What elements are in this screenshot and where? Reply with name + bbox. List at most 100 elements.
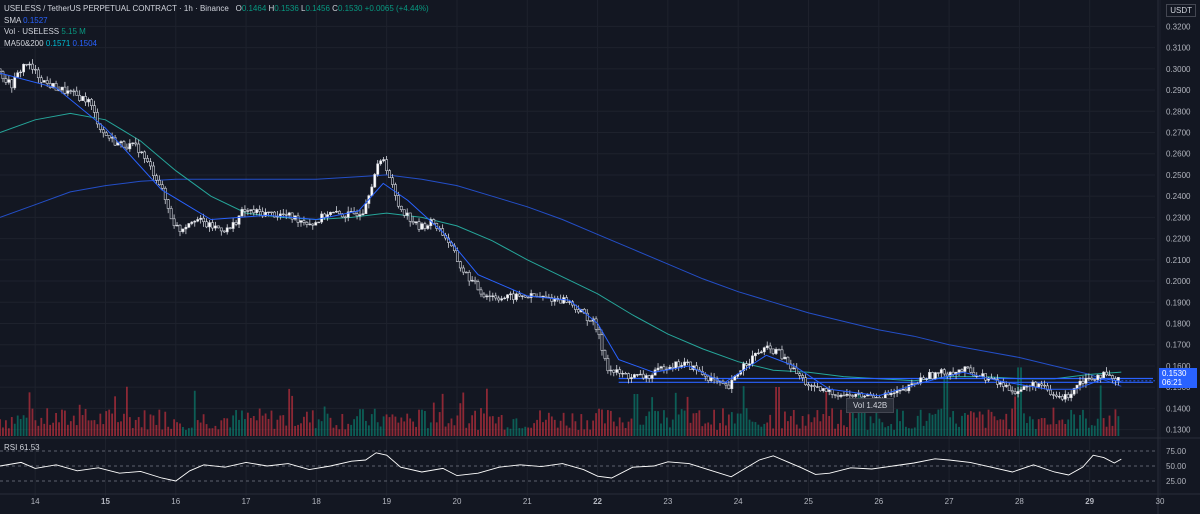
volume-bar	[267, 418, 270, 436]
candle-body	[205, 221, 208, 228]
candle-body	[113, 137, 117, 146]
volume-bar	[536, 419, 538, 436]
volume-bar	[1061, 419, 1064, 436]
candle-body	[334, 210, 338, 213]
sma-legend[interactable]: SMA 0.1527	[4, 15, 429, 27]
volume-bar	[689, 422, 692, 436]
time-tick-label: 22	[593, 497, 602, 506]
symbol-header[interactable]: USELESS / TetherUS PERPETUAL CONTRACT · …	[4, 4, 429, 13]
volume-bar	[592, 420, 595, 436]
volume-bar	[314, 428, 317, 436]
volume-bar	[308, 422, 311, 436]
candle-body	[1022, 386, 1026, 390]
candle-body	[329, 211, 332, 215]
candle-body	[656, 367, 660, 371]
candle-body	[771, 348, 775, 354]
volume-bar	[751, 421, 754, 436]
volume-bar	[719, 423, 721, 436]
candle-body	[1010, 390, 1014, 393]
candle-body	[208, 222, 211, 228]
volume-bar	[984, 427, 987, 436]
candle-body	[234, 222, 238, 225]
volume-bar	[928, 413, 931, 436]
candle-body	[246, 210, 250, 212]
candle-body	[618, 369, 622, 374]
candle-body	[824, 388, 828, 392]
volume-bar	[609, 410, 612, 436]
candle-body	[1057, 396, 1061, 398]
volume-bar	[344, 429, 347, 436]
volume-bar	[1076, 428, 1078, 436]
volume-bar	[1096, 418, 1099, 436]
candle-body	[650, 374, 654, 379]
candle-body	[960, 369, 964, 372]
volume-bar	[964, 413, 966, 436]
volume-bar	[403, 421, 406, 436]
volume-bar	[294, 425, 296, 436]
volume-bar	[102, 424, 105, 436]
price-tick-label: 0.2600	[1166, 150, 1191, 159]
volume-bar	[500, 415, 503, 436]
price-tick-label: 0.2500	[1166, 171, 1191, 180]
candle-body	[34, 68, 37, 71]
volume-bar	[367, 425, 370, 436]
volume-bar	[276, 419, 279, 436]
candle-body	[647, 375, 651, 379]
candle-body	[146, 158, 149, 162]
volume-bar	[134, 419, 137, 436]
candle-body	[423, 223, 427, 229]
volume-bar	[860, 394, 863, 436]
candle-body	[889, 392, 893, 396]
candle-body	[1055, 394, 1058, 397]
volume-bar	[810, 422, 813, 436]
volume-bar	[185, 429, 187, 436]
candle-body	[544, 295, 548, 298]
price-tick-label: 0.2200	[1166, 235, 1191, 244]
high-label: H	[268, 4, 275, 13]
time-tick-label: 16	[171, 497, 180, 506]
volume-bar	[223, 418, 226, 436]
currency-unit[interactable]: USDT	[1166, 4, 1196, 17]
candle-body	[810, 385, 813, 387]
volume-bar	[435, 422, 438, 436]
candle-body	[1099, 374, 1103, 379]
volume-bar	[297, 424, 299, 436]
volume-bar	[562, 412, 565, 436]
volume-bar	[84, 408, 87, 436]
volume-bar	[432, 402, 435, 436]
volume-bar	[899, 421, 901, 436]
volume-bar	[1043, 418, 1046, 436]
volume-bar	[1093, 425, 1096, 436]
volume-label: Vol · USELESS	[4, 27, 60, 36]
candle-body	[981, 373, 985, 377]
volume-bar	[99, 413, 102, 436]
volume-legend[interactable]: Vol · USELESS 5.15 M	[4, 26, 429, 38]
candle-body	[621, 372, 625, 375]
candle-body	[0, 68, 2, 72]
candle-body	[603, 350, 607, 359]
volume-bar	[494, 423, 497, 436]
volume-bar	[391, 414, 394, 436]
volume-bar	[512, 419, 515, 436]
candle-body	[219, 227, 223, 232]
volume-bar	[1046, 424, 1049, 436]
ma-legend[interactable]: MA50&200 0.1571 0.1504	[4, 38, 429, 50]
volume-bar	[781, 428, 783, 436]
candle-body	[388, 170, 391, 178]
volume-bar	[450, 418, 453, 436]
volume-bar	[1020, 367, 1022, 436]
candle-body	[998, 382, 1002, 385]
candle-body	[641, 373, 645, 379]
open-label: O	[235, 4, 242, 13]
candle-body	[1066, 394, 1070, 399]
candle-body	[323, 213, 326, 218]
volume-bar	[786, 421, 789, 436]
volume-bar	[370, 414, 373, 436]
rsi-legend[interactable]: RSI 61.53	[4, 443, 40, 452]
candle-body	[597, 329, 601, 336]
candle-body	[1037, 383, 1041, 388]
candle-body	[807, 384, 810, 387]
candle-body	[671, 366, 675, 369]
